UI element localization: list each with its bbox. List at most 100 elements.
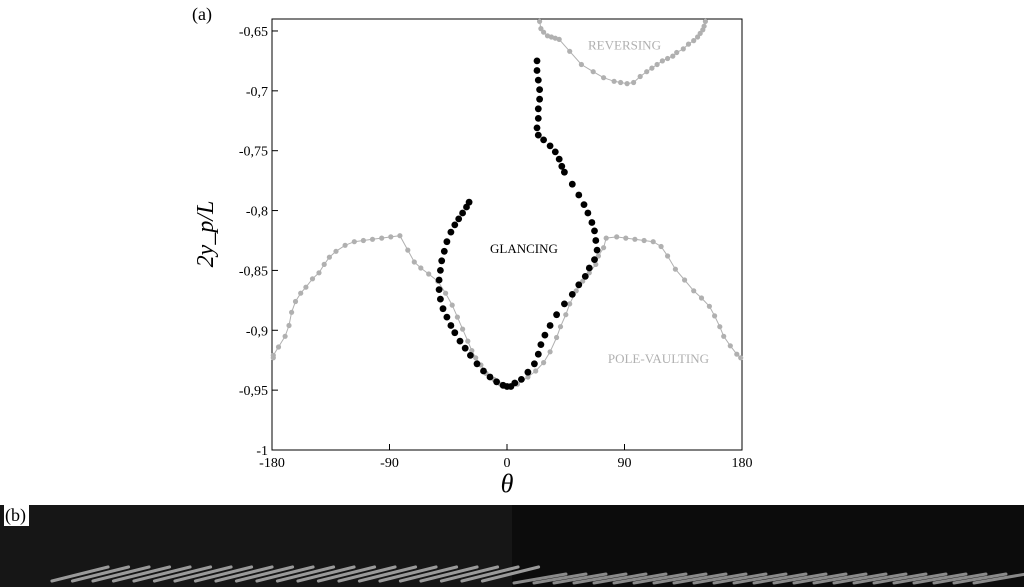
data-point: [451, 221, 459, 229]
rod-image: [91, 565, 151, 583]
rod-sequence-photo: [0, 505, 1024, 587]
y-ticks: -1 -0,95 -0,9 -0,85 -0,8 -0,75 -0,7 -0,65: [239, 25, 278, 459]
x-tick-label: 0: [504, 456, 511, 471]
data-point: [437, 267, 444, 274]
rod-image: [296, 565, 356, 583]
data-point: [360, 237, 366, 244]
data-point: [541, 331, 549, 339]
data-point: [546, 322, 554, 329]
y-tick-label: -0,7: [246, 85, 268, 100]
data-point: [447, 228, 455, 236]
data-point: [734, 351, 740, 357]
rod-image: [892, 572, 948, 585]
data-point: [659, 58, 666, 64]
rod-image: [872, 572, 928, 585]
rod-image: [652, 572, 708, 585]
x-tick-label: -180: [259, 456, 285, 471]
data-point: [536, 86, 543, 93]
data-point: [418, 265, 424, 271]
rod-image: [612, 572, 668, 585]
data-point: [548, 34, 555, 40]
rod-image: [70, 565, 131, 583]
data-point: [727, 343, 733, 349]
data-point: [463, 203, 470, 211]
data-point: [455, 215, 463, 223]
data-point: [326, 254, 332, 260]
rod-image: [512, 572, 568, 585]
data-point: [292, 298, 299, 305]
rod-image: [632, 572, 688, 585]
rod-image: [193, 565, 254, 583]
data-point: [541, 360, 547, 366]
data-point: [544, 33, 551, 39]
data-point: [567, 301, 573, 307]
rod-image: [460, 565, 520, 583]
rod-image: [932, 572, 988, 585]
rod-image: [772, 572, 828, 585]
data-point: [568, 291, 576, 298]
data-point: [591, 227, 598, 235]
data-point: [712, 313, 718, 319]
rod-image: [792, 572, 848, 585]
y-axis-label: 2y_p/L: [193, 201, 219, 268]
data-point: [533, 67, 541, 74]
rod-image: [173, 565, 233, 583]
rod-image: [592, 572, 648, 585]
data-point: [573, 288, 579, 294]
data-point: [738, 355, 744, 361]
rod-image: [132, 565, 192, 583]
data-point: [706, 303, 713, 309]
data-point: [534, 115, 542, 122]
data-point: [531, 360, 538, 368]
data-point: [440, 247, 448, 255]
data-point: [650, 239, 656, 245]
y-tick-label: -0,85: [239, 264, 268, 279]
data-point: [641, 237, 647, 244]
data-point: [298, 290, 304, 296]
rod-image: [234, 565, 295, 583]
rod-image: [972, 572, 1024, 585]
data-point: [561, 168, 568, 176]
data-point: [480, 367, 487, 375]
data-point: [342, 242, 348, 248]
data-point: [435, 276, 443, 284]
data-point: [536, 95, 543, 103]
data-point: [537, 18, 543, 24]
data-point: [555, 155, 563, 163]
data-point: [593, 261, 599, 267]
data-point: [439, 305, 447, 313]
data-point: [379, 235, 385, 241]
data-point: [454, 314, 460, 320]
x-ticks: -180 -90 0 90 180: [259, 444, 753, 471]
data-point: [435, 286, 443, 293]
data-point: [486, 373, 494, 381]
y-tick-label: -0,9: [246, 324, 268, 339]
data-point: [585, 264, 593, 272]
rod-image: [152, 565, 213, 583]
rod-image: [852, 572, 908, 585]
data-point: [456, 337, 464, 345]
data-point: [665, 253, 671, 259]
chart-annotation: POLE-VAULTING: [608, 351, 709, 366]
data-point: [644, 69, 650, 75]
data-point: [447, 322, 455, 329]
rod-image: [111, 565, 172, 583]
rod-image: [672, 572, 728, 585]
x-tick-label: 180: [732, 456, 753, 471]
data-point: [405, 247, 411, 253]
rod-image: [480, 565, 541, 583]
chart-annotation: GLANCING: [490, 241, 558, 256]
rod-image: [552, 572, 608, 585]
data-point: [557, 324, 564, 330]
data-point: [593, 246, 601, 254]
data-point: [551, 148, 559, 156]
data-point: [658, 243, 664, 250]
data-point: [553, 311, 560, 319]
data-point: [649, 65, 655, 71]
data-point: [449, 302, 455, 308]
rod-image: [378, 565, 438, 583]
data-point: [586, 270, 592, 276]
data-point: [534, 350, 542, 358]
series-line: [272, 235, 501, 385]
data-point: [547, 349, 553, 355]
